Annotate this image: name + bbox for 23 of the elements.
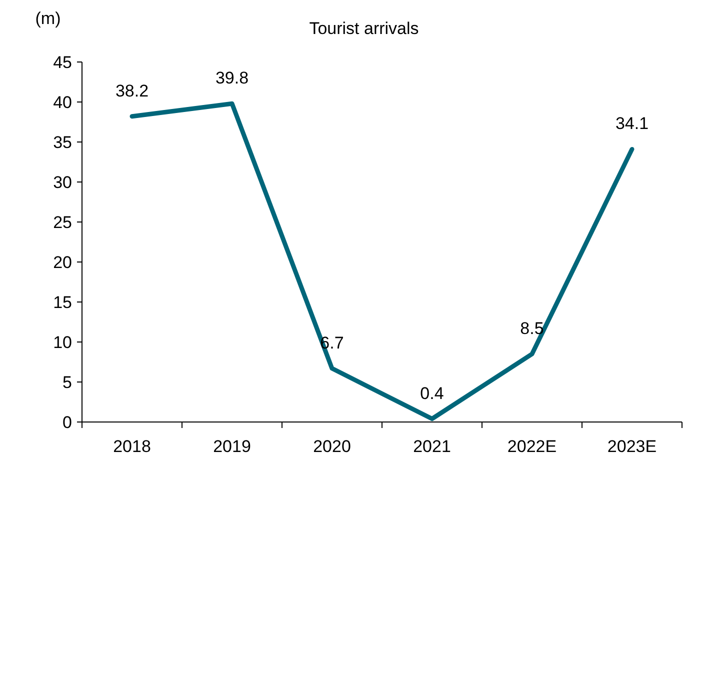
x-tick-label: 2021 xyxy=(413,437,451,456)
x-tick-label: 2023E xyxy=(607,437,657,456)
y-tick-label: 5 xyxy=(62,372,72,392)
y-tick-label: 30 xyxy=(53,172,72,192)
x-tick-label: 2019 xyxy=(213,437,251,456)
data-label: 38.2 xyxy=(115,81,149,100)
y-tick-label: 45 xyxy=(53,52,72,72)
x-tick-label: 2022E xyxy=(507,437,557,456)
y-axis-title: (m) xyxy=(35,9,61,28)
y-tick-label: 0 xyxy=(62,412,72,432)
chart-title: Tourist arrivals xyxy=(309,19,419,38)
data-label: 34.1 xyxy=(615,114,649,134)
y-tick-label: 35 xyxy=(53,132,72,152)
data-label: 39.8 xyxy=(215,68,249,88)
y-tick-label: 15 xyxy=(53,292,72,312)
x-tick-label: 2018 xyxy=(113,437,151,456)
y-tick-label: 25 xyxy=(53,212,72,232)
y-tick-label: 10 xyxy=(53,332,72,352)
data-label: 0.4 xyxy=(420,384,444,403)
data-label: 8.5 xyxy=(520,319,544,338)
y-tick-label: 20 xyxy=(53,252,72,272)
y-tick-label: 40 xyxy=(53,92,72,112)
x-tick-label: 2020 xyxy=(313,437,351,456)
